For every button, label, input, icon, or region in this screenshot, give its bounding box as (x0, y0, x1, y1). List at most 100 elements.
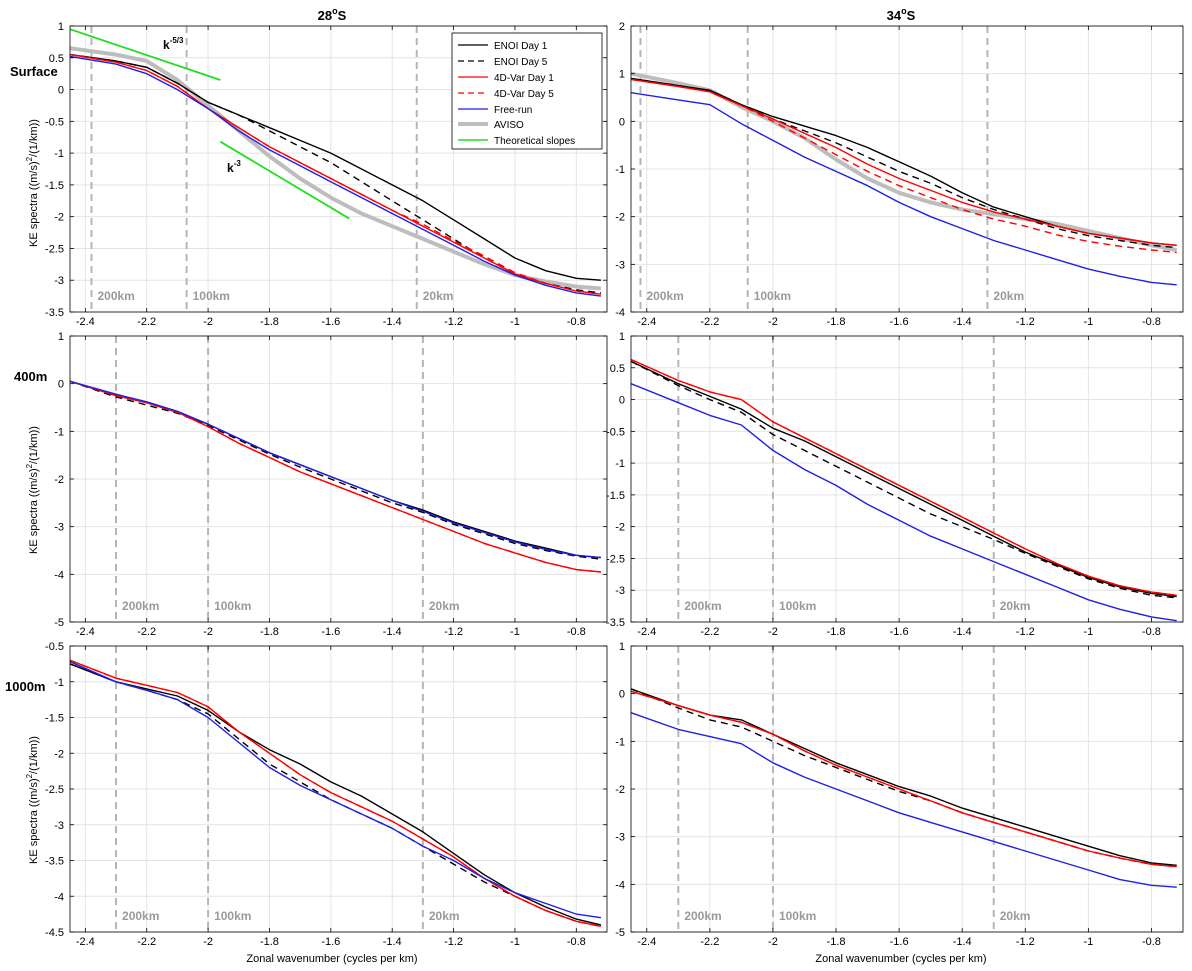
x-tick-label: -1 (510, 626, 520, 638)
x-tick-label: -1.6 (890, 626, 909, 638)
x-tick-label: -2 (768, 936, 778, 948)
panel-34s-surface: 200km 100km 20km -2.4 -2.2 -2 -1.8 -1.6 -1.4 -1.2… (615, 21, 1184, 328)
y-tick-label: -2 (615, 784, 625, 796)
scale-marker-label: 200km (97, 289, 134, 303)
x-tick-label: -1.2 (1016, 936, 1035, 948)
x-tick-label: -1.2 (1016, 316, 1035, 328)
y-tick-label: -3 (615, 259, 625, 271)
y-tick-label: -1 (54, 148, 64, 160)
y-tick-label: -3 (615, 585, 625, 597)
x-tick-label: -1.6 (321, 936, 340, 948)
y-tick-label: -4 (615, 307, 625, 319)
series-line (70, 53, 601, 281)
y-tick-label: -2.5 (45, 243, 64, 255)
panel-34s-1000m: 200km 100km 20km -2.4 -2.2 -2 -1.8 -1.6 -1.4 -1.2… (615, 641, 1184, 948)
scale-marker-label: 200km (684, 909, 721, 923)
scale-marker-label: 20km (1000, 599, 1031, 613)
x-tick-label: -2 (203, 626, 213, 638)
y-tick-label: -2.5 (45, 784, 64, 796)
col-title-34s: 34oS (887, 6, 916, 23)
series-line (70, 659, 602, 927)
y-tick-label: 1 (58, 331, 64, 343)
y-tick-label: -1 (615, 164, 625, 176)
series-line (70, 55, 601, 297)
y-tick-label: -2 (54, 212, 64, 224)
y-tick-label: -3 (54, 275, 64, 287)
x-tick-label: -1 (510, 936, 520, 948)
x-tick-label: -1.2 (1016, 626, 1035, 638)
x-tick-label: -1.8 (260, 316, 279, 328)
ylabel-row2: KE spectra ((m/s)2/(1/km)) (25, 426, 40, 554)
y-tick-label: -2 (54, 748, 64, 760)
y-tick-label: -0.5 (606, 426, 625, 438)
x-tick-label: -2.4 (76, 626, 95, 638)
scale-marker-label: 20km (993, 289, 1024, 303)
x-tick-label: -2 (203, 936, 213, 948)
panel-28s-surface: 200km 100km 20km -2.4 -2.2 -2 -1.8 -1.6 -1.4 -1.2… (45, 21, 608, 328)
slope-label-k53: k-5/3 (163, 36, 184, 52)
y-tick-label: -0.5 (45, 116, 64, 128)
series-line (70, 53, 601, 295)
x-tick-label: -1.6 (890, 936, 909, 948)
x-tick-label: -1.6 (890, 316, 909, 328)
y-tick-label: 0 (619, 689, 625, 701)
x-tick-label: -2 (768, 626, 778, 638)
y-tick-label: 0.5 (610, 363, 625, 375)
y-tick-label: 0.5 (49, 53, 64, 65)
x-tick-label: -1.4 (383, 626, 402, 638)
ylabel-row1: KE spectra ((m/s)2/(1/km)) (25, 119, 40, 247)
series-line (70, 659, 602, 927)
y-tick-label: -5 (54, 617, 64, 629)
series-line (631, 78, 1177, 246)
panel-34s-400m: 200km 100km 20km -2.4 -2.2 -2 -1.8 -1.6 -1.4 -1.2… (606, 331, 1184, 638)
y-tick-label: 1 (58, 21, 64, 33)
y-tick-label: -1 (54, 677, 64, 689)
scale-marker-label: 20km (429, 599, 460, 613)
scale-marker-label: 100km (214, 599, 251, 613)
y-tick-label: -3.5 (45, 856, 64, 868)
y-tick-label: -1.5 (45, 713, 64, 725)
legend-label-4dvar-day1: 4D-Var Day 1 (494, 73, 554, 84)
theoretical-slope-line (219, 140, 350, 220)
y-tick-label: 0 (619, 395, 625, 407)
x-tick-label: -2.2 (700, 626, 719, 638)
y-tick-label: -3 (54, 522, 64, 534)
axes-frame (630, 335, 1184, 623)
x-tick-label: -1 (510, 316, 520, 328)
x-tick-label: -1 (1083, 316, 1093, 328)
series-line (631, 360, 1177, 598)
x-tick-label: -0.8 (567, 316, 586, 328)
plot-area (70, 380, 601, 573)
y-tick-label: -3 (54, 820, 64, 832)
plot-area (631, 358, 1177, 622)
x-tick-label: -2 (768, 316, 778, 328)
series-line (631, 690, 1177, 868)
scale-marker-label: 100km (754, 289, 791, 303)
legend-label-enoi-day1: ENOI Day 1 (494, 41, 548, 52)
series-line (631, 92, 1177, 286)
series-line (631, 358, 1177, 596)
scale-marker-label: 100km (193, 289, 230, 303)
scale-marker-label: 100km (214, 909, 251, 923)
series-line (631, 688, 1177, 867)
series-line (70, 380, 601, 559)
y-tick-label: -3.5 (606, 617, 625, 629)
x-tick-label: -1.4 (383, 316, 402, 328)
x-tick-label: -1.8 (827, 316, 846, 328)
scale-marker-label: 20km (423, 289, 454, 303)
series-line (70, 380, 601, 559)
y-tick-label: 1 (619, 331, 625, 343)
series-line (70, 380, 601, 573)
x-tick-label: -2.2 (700, 936, 719, 948)
x-tick-label: -1.4 (953, 936, 972, 948)
x-tick-label: -2.2 (137, 316, 156, 328)
panel-28s-400m: 200km 100km 20km -2.4 -2.2 -2 -1.8 -1.6 -1.4 -1.2… (54, 331, 608, 638)
y-tick-label: -4 (615, 879, 625, 891)
y-tick-label: -4.5 (45, 927, 64, 939)
legend-box (451, 32, 603, 150)
x-tick-label: -1.2 (444, 936, 463, 948)
x-tick-label: -1 (1083, 626, 1093, 638)
scale-marker-label: 200km (122, 909, 159, 923)
x-tick-label: -2.2 (137, 936, 156, 948)
